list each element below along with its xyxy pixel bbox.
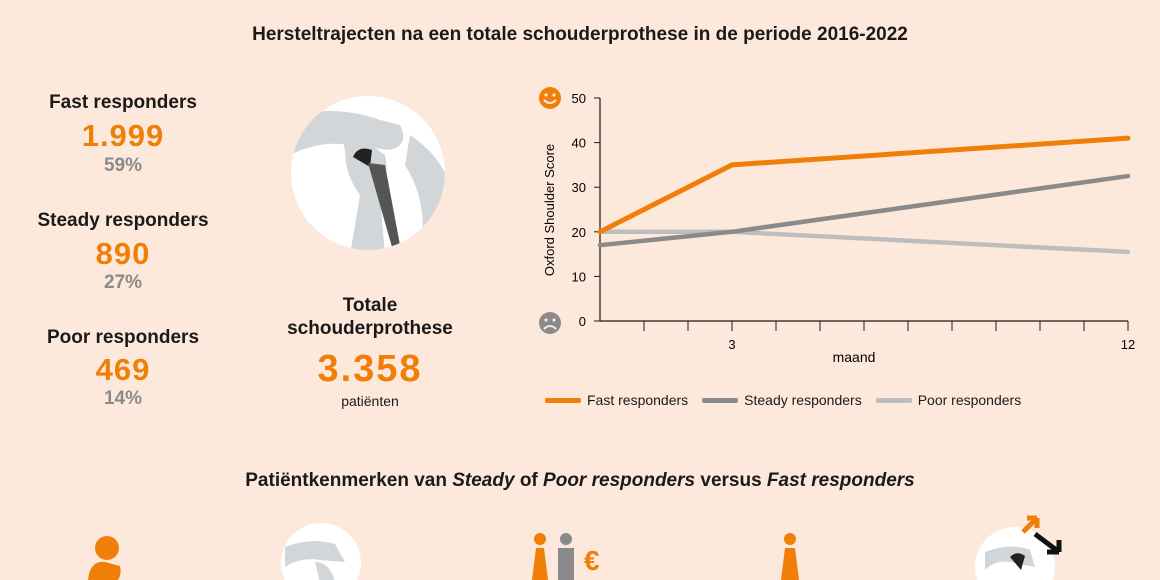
subtitle-part-2: of <box>514 470 544 491</box>
series-line-fast-responders <box>597 135 1131 235</box>
total-count: 3.358 <box>317 348 423 390</box>
fast-pct: 59% <box>103 155 143 176</box>
shoulder-prosthesis-icon <box>291 96 445 250</box>
x-axis-label: maand <box>833 349 876 365</box>
poor-count: 469 <box>95 352 151 387</box>
chart-legend: Fast responders Steady responders Poor r… <box>545 392 1035 408</box>
y-tick-label: 50 <box>572 91 586 106</box>
fast-count: 1.999 <box>81 118 165 153</box>
woman-icon <box>781 533 799 580</box>
subtitle-italic-3: Fast responders <box>766 470 915 491</box>
subtitle-part-1: Patiëntkenmerken van <box>245 470 453 491</box>
svg-text:€: € <box>584 545 600 576</box>
fast-label: Fast responders <box>49 92 197 113</box>
total-title-line2: schouderprothese <box>287 318 453 339</box>
smiley-sad-icon <box>539 312 561 334</box>
legend-label-fast: Fast responders <box>587 392 689 408</box>
shoulder-icon <box>281 523 361 580</box>
legend-swatch-fast <box>545 397 581 403</box>
section-subtitle: Patiëntkenmerken van Steady of Poor resp… <box>0 470 1160 492</box>
poor-label: Poor responders <box>46 327 200 348</box>
subtitle-part-3: versus <box>695 470 767 491</box>
y-axis-label: Oxford Shoulder Score <box>542 144 557 276</box>
steady-count: 890 <box>95 236 151 271</box>
total-unit: patiënten <box>341 393 399 409</box>
legend-label-steady: Steady responders <box>744 392 862 408</box>
legend-item-steady: Steady responders <box>702 392 862 408</box>
total-title: Totale schouderprothese <box>255 294 485 340</box>
steady-label: Steady responders <box>37 210 209 231</box>
subtitle-italic-2: Poor responders <box>543 470 696 491</box>
total-title-line1: Totale <box>342 295 398 316</box>
line-chart: Oxford Shoulder Score 0 10 20 30 40 50 3 12 maa… <box>539 87 1135 365</box>
legend-item-poor: Poor responders <box>875 392 1022 408</box>
y-tick-label: 30 <box>572 180 586 195</box>
series-line-steady-responders <box>597 173 1131 248</box>
x-tick-label: 3 <box>728 337 735 352</box>
legend-item-fast: Fast responders <box>545 392 688 408</box>
poor-pct: 14% <box>103 388 143 409</box>
y-tick-label: 20 <box>572 225 586 240</box>
couple-euro-icon: € <box>532 533 600 580</box>
y-tick-label: 10 <box>572 269 586 284</box>
y-tick-label: 40 <box>572 136 586 151</box>
steady-pct: 27% <box>103 272 143 293</box>
legend-swatch-poor <box>875 397 912 403</box>
y-tick-label: 0 <box>579 314 586 329</box>
shoulder-arrows-icon <box>975 515 1062 580</box>
legend-label-poor: Poor responders <box>917 392 1022 408</box>
series-line-poor-responders <box>597 229 1131 255</box>
page-title: Hersteltrajecten na een totale schouderp… <box>252 24 908 45</box>
subtitle-italic-1: Steady <box>452 470 515 491</box>
person-icon <box>88 536 121 580</box>
x-tick-label: 12 <box>1121 337 1135 352</box>
legend-swatch-steady <box>702 397 739 403</box>
smiley-happy-icon <box>539 87 561 109</box>
